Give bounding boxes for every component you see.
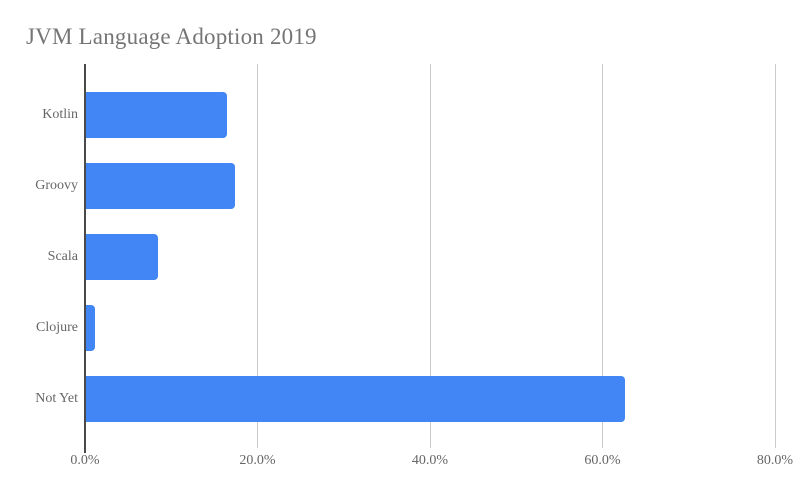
x-tick-label: 60.0% bbox=[584, 453, 621, 468]
x-tick-label: 20.0% bbox=[239, 453, 276, 468]
category-label-scala: Scala bbox=[47, 248, 78, 264]
category-label-groovy: Groovy bbox=[35, 178, 78, 194]
category-label-not-yet: Not Yet bbox=[35, 390, 78, 406]
category-label-clojure: Clojure bbox=[36, 319, 78, 335]
axis-baseline bbox=[84, 64, 86, 453]
category-label-kotlin: Kotlin bbox=[42, 107, 78, 123]
x-tick-label: 80.0% bbox=[756, 453, 794, 468]
bar-kotlin[interactable] bbox=[86, 92, 227, 139]
bar-not-yet[interactable] bbox=[86, 375, 626, 422]
x-tick-label: 40.0% bbox=[411, 453, 449, 468]
chart-title: JVM Language Adoption 2019 bbox=[26, 24, 317, 49]
gridline bbox=[257, 64, 258, 448]
bar-scala[interactable] bbox=[86, 233, 158, 280]
gridline bbox=[602, 64, 603, 448]
gridline bbox=[774, 64, 776, 448]
x-tick-label: 0.0% bbox=[70, 453, 100, 468]
bar-clojure[interactable] bbox=[86, 304, 95, 351]
bar-groovy[interactable] bbox=[86, 163, 236, 210]
gridline bbox=[429, 64, 431, 448]
